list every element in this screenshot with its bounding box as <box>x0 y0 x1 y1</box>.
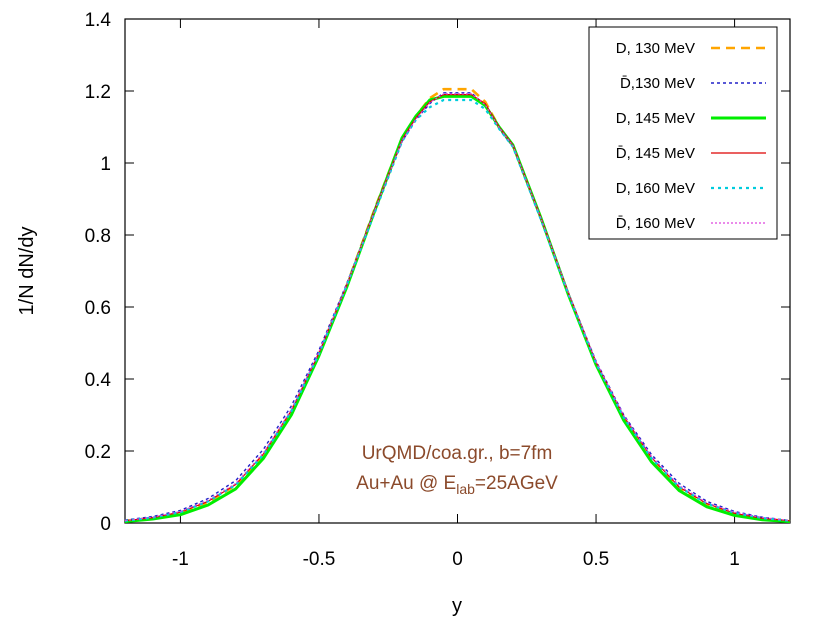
legend-label: D̄, 145 MeV <box>616 145 695 162</box>
y-tick-label: 0 <box>100 514 111 535</box>
legend-items: D, 130 MeV D̄,130 MeV D, 145 MeV D̄, 145 Me… <box>616 40 766 232</box>
annotation-line-1: UrQMD/coa.gr., b=7fm <box>362 443 553 464</box>
annotation: UrQMD/coa.gr., b=7fm Au+Au @ Elab=25AGeV <box>356 443 558 497</box>
legend-box <box>588 26 778 240</box>
legend-label: D, 160 MeV <box>616 180 695 197</box>
legend-label: D̄, 160 MeV <box>616 215 695 232</box>
series-layer <box>124 87 791 524</box>
y-tick-label: 0.6 <box>85 298 111 319</box>
series-line <box>124 92 791 522</box>
legend: D, 130 MeV D̄,130 MeV D, 145 MeV D̄, 145 Me… <box>588 26 778 240</box>
x-tick-label: 0 <box>452 549 463 570</box>
x-axis-ticks: -1 -0.5 0 0.5 1 <box>172 19 740 570</box>
legend-label: D̄,130 MeV <box>620 75 695 92</box>
x-tick-label: 1 <box>729 549 740 570</box>
legend-label: D, 130 MeV <box>616 40 695 57</box>
y-tick-label: 1 <box>100 154 111 175</box>
x-axis-label: y <box>452 595 462 617</box>
x-tick-label: -0.5 <box>303 549 336 570</box>
series-line <box>124 98 791 522</box>
y-tick-label: 0.4 <box>85 370 112 391</box>
annotation-line-2-suffix: =25AGeV <box>475 473 558 494</box>
annotation-line-2: Au+Au @ Elab=25AGeV <box>356 473 558 497</box>
y-axis-ticks: 0 0.2 0.4 0.6 0.8 1 1.2 1.4 <box>85 10 790 535</box>
annotation-line-2-sub: lab <box>456 481 475 497</box>
x-tick-label: 0.5 <box>583 549 609 570</box>
legend-label: D, 145 MeV <box>616 110 695 127</box>
y-tick-label: 0.8 <box>85 226 111 247</box>
y-tick-label: 0.2 <box>85 442 111 463</box>
y-tick-label: 1.4 <box>85 10 112 31</box>
series-line <box>124 94 791 524</box>
y-tick-label: 1.2 <box>85 82 111 103</box>
annotation-line-2-prefix: Au+Au @ E <box>356 473 456 494</box>
x-tick-label: -1 <box>172 549 189 570</box>
y-axis-label: 1/N dN/dy <box>16 227 38 316</box>
